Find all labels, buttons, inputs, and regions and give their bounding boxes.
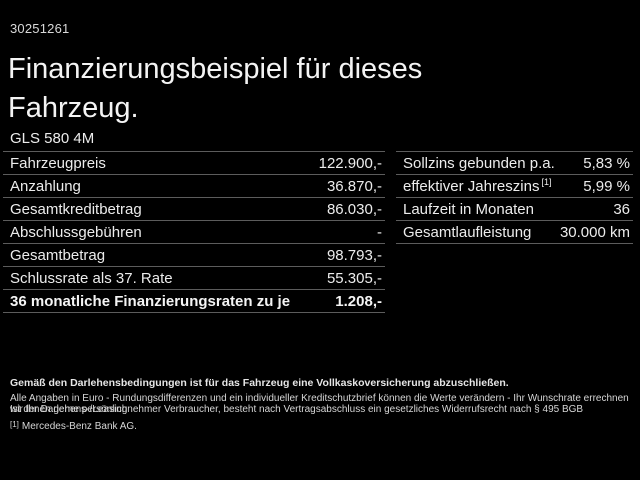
row-label: Abschlussgebühren (10, 223, 142, 241)
row-label: Schlussrate als 37. Rate (10, 269, 173, 287)
row-value: 30.000 km (559, 223, 630, 241)
row-label: Anzahlung (10, 177, 81, 195)
row-label-text: effektiver Jahreszins (403, 177, 540, 195)
table-row: Fahrzeugpreis 122.900,- (3, 151, 385, 174)
row-label: Fahrzeugpreis (10, 154, 106, 172)
row-label: Gesamtkreditbetrag (10, 200, 142, 218)
row-value: 36.870,- (326, 177, 382, 195)
row-value: 1.208,- (335, 292, 382, 310)
table-row: effektiver Jahreszins [1] 5,99 % (396, 174, 633, 197)
row-value: 86.030,- (326, 200, 382, 218)
row-value: 55.305,- (326, 269, 382, 287)
row-value: - (377, 223, 382, 241)
row-label: Sollzins gebunden p.a. (403, 154, 555, 172)
page-title: Finanzierungsbeispiel für dieses Fahrzeu… (8, 50, 422, 128)
row-value: 5,83 % (583, 154, 630, 172)
table-row: Laufzeit in Monaten 36 (396, 197, 633, 220)
table-row: Gesamtkreditbetrag 86.030,- (3, 197, 385, 220)
row-value: 98.793,- (326, 246, 382, 264)
row-label: Gesamtbetrag (10, 246, 106, 264)
table-row: Sollzins gebunden p.a. 5,83 % (396, 151, 633, 174)
page-title-line1: Finanzierungsbeispiel für dieses (8, 53, 423, 85)
footnote-marker: [1] (10, 420, 19, 429)
table-row-monthly-rate: 36 monatliche Finanzierungsraten zu je 1… (3, 289, 385, 312)
row-value: 122.900,- (318, 154, 382, 172)
legal-notice-line3: Ist der Darlehens-/Leasingnehmer Verbrau… (10, 404, 584, 415)
table-row: Anzahlung 36.870,- (3, 174, 385, 197)
row-label: Gesamtlaufleistung (403, 223, 532, 241)
page-title-line2: Fahrzeug. (8, 92, 139, 124)
legal-notice-bold: Gemäß den Darlehensbedingungen ist für d… (10, 377, 509, 389)
table-row: Abschlussgebühren - (3, 220, 385, 243)
table-row: Schlussrate als 37. Rate 55.305,- (3, 266, 385, 289)
row-value: 36 (613, 200, 630, 218)
vehicle-model: GLS 580 4M (10, 130, 95, 147)
row-value: 5,99 % (583, 177, 630, 195)
row-label: 36 monatliche Finanzierungsraten zu je (10, 292, 291, 310)
interest-details-table: Sollzins gebunden p.a. 5,83 % effektiver… (396, 151, 633, 244)
legal-notice-line2: Alle Angaben in Euro - Rundungsdifferenz… (10, 393, 629, 415)
footnote-text: Mercedes-Benz Bank AG. (21, 421, 137, 432)
vehicle-id-number: 30251261 (10, 21, 70, 36)
footnote-reference: [1] (541, 176, 552, 187)
row-label: effektiver Jahreszins [1] (396, 176, 552, 195)
row-label: Laufzeit in Monaten (403, 200, 534, 218)
table-row: Gesamtlaufleistung 30.000 km (396, 220, 633, 243)
financing-details-table: Fahrzeugpreis 122.900,- Anzahlung 36.870… (3, 151, 385, 313)
footnote: [1] Mercedes-Benz Bank AG. (10, 420, 137, 432)
table-row: Gesamtbetrag 98.793,- (3, 243, 385, 266)
